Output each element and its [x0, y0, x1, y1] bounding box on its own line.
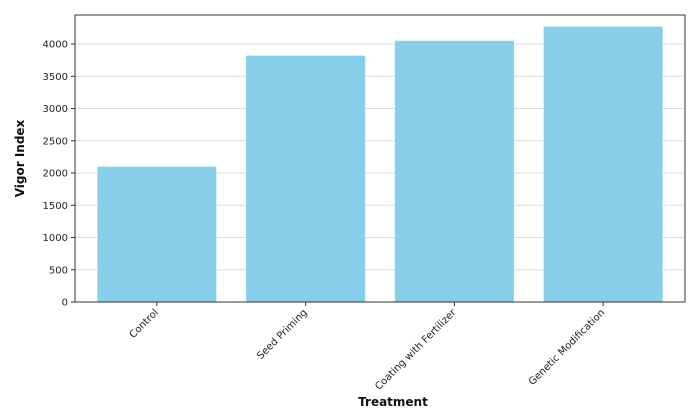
y-tick-label: 1500: [43, 201, 68, 212]
x-tick-label: Genetic Modification: [527, 307, 607, 387]
x-axis-ticks: Control Seed Priming Coating with Fertiliz…: [128, 302, 607, 393]
y-axis-label: Vigor Index: [13, 119, 27, 197]
y-tick-label: 3500: [43, 72, 68, 83]
y-tick-label: 0: [62, 298, 68, 309]
y-tick-label: 1000: [43, 233, 68, 244]
bar: [97, 166, 217, 302]
y-tick-label: 2000: [43, 169, 68, 180]
bars: [97, 26, 663, 303]
y-tick-label: 2500: [43, 136, 68, 147]
bar: [394, 40, 514, 302]
x-tick-label: Control: [128, 307, 161, 340]
x-axis-label: Treatment: [358, 395, 428, 408]
y-tick-label: 4000: [43, 40, 68, 51]
y-axis-ticks: 0 500 1000 1500 2000 2500 3000 3500 4000: [43, 40, 75, 309]
x-tick-label: Seed Priming: [255, 307, 310, 362]
x-tick-label: Coating with Fertilizer: [373, 307, 459, 393]
y-tick-label: 500: [49, 265, 68, 276]
bar: [543, 26, 663, 303]
y-tick-label: 3000: [43, 104, 68, 115]
bar: [246, 55, 366, 302]
plot-frame: [74, 14, 686, 303]
